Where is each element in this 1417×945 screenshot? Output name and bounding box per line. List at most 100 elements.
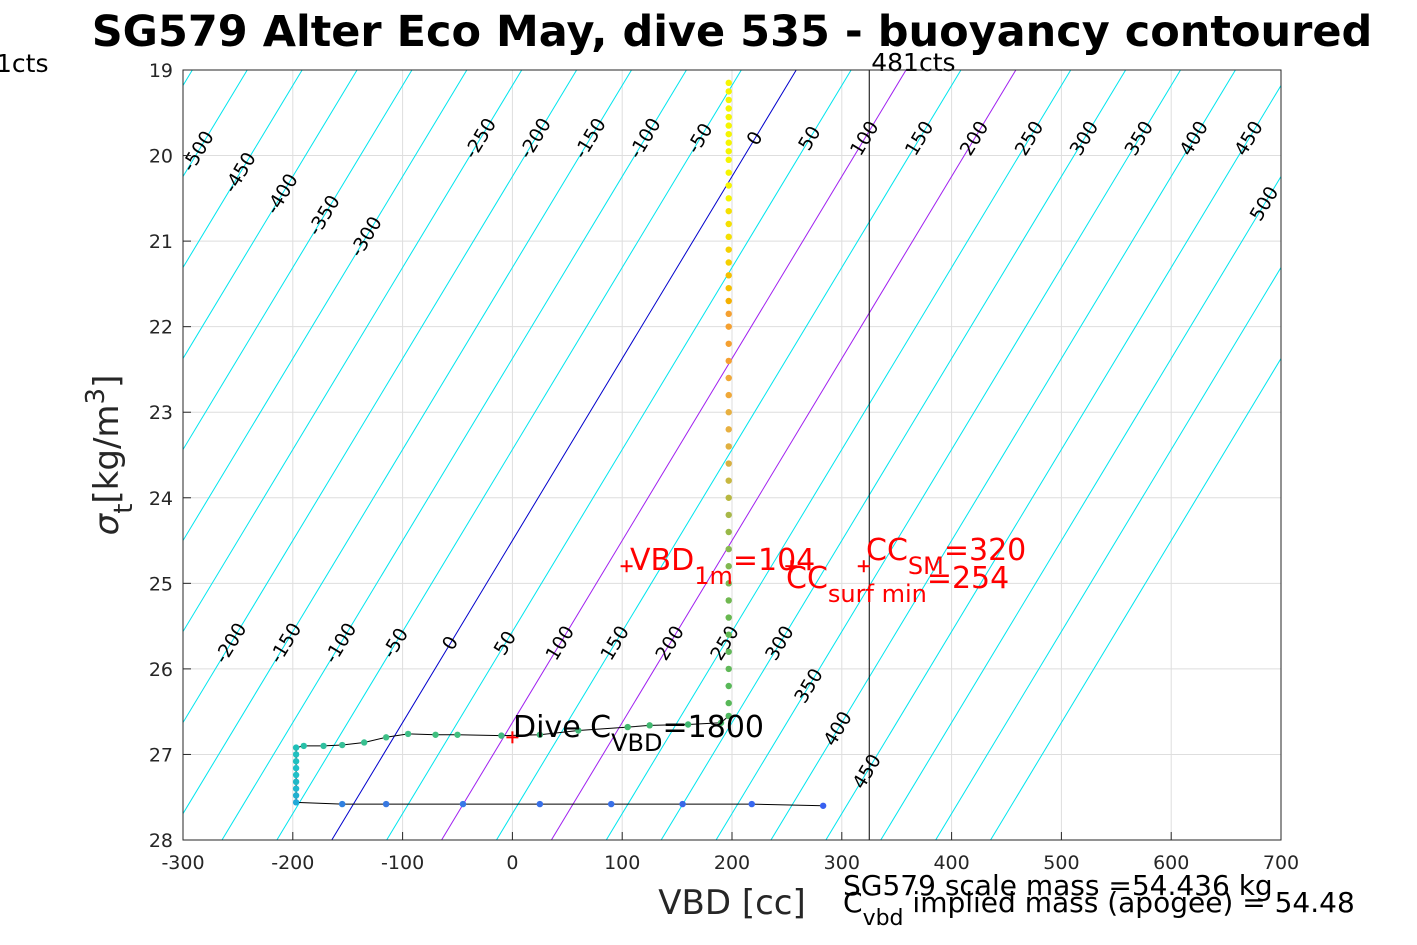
data-point: [608, 800, 615, 808]
data-point: [679, 800, 686, 808]
implied-mass-rest: implied mass (apogee) = 54.48: [904, 886, 1355, 919]
data-point: [725, 195, 732, 202]
data-point: [725, 357, 732, 365]
data-point: [292, 764, 300, 772]
y-axis-label: σt[kg/m3]: [81, 375, 139, 536]
y-tick-label: 19: [149, 60, 173, 82]
data-point: [432, 731, 439, 738]
x-tick-label: 600: [1153, 852, 1189, 874]
y-tick-label: 26: [149, 659, 173, 681]
y-tick-label: 25: [149, 573, 173, 595]
y-tick-label: 27: [149, 744, 173, 766]
contour-line: [183, 70, 303, 269]
contour-line: [440, 70, 907, 840]
contour-line: [183, 70, 468, 542]
data-point: [725, 340, 732, 347]
data-point: [725, 88, 732, 95]
data-point: [382, 734, 390, 741]
data-point: [725, 460, 732, 467]
contour-line: [495, 70, 962, 840]
contour-line: [221, 70, 688, 840]
data-point: [498, 732, 505, 739]
data-point: [725, 597, 732, 604]
implied-mass-main: C: [843, 886, 863, 919]
data-point: [725, 528, 732, 536]
y-tick-label: 22: [149, 317, 173, 339]
vbd1m-main: VBD: [630, 543, 694, 578]
contour-line: [989, 357, 1281, 840]
data-point: [575, 727, 582, 734]
data-point: [725, 130, 732, 138]
vbd1m-sub: 1m: [694, 562, 733, 590]
data-point: [725, 699, 732, 707]
contour-line: [183, 70, 413, 451]
contour-line: [660, 70, 1127, 840]
data-point: [725, 96, 732, 104]
data-point: [725, 409, 732, 416]
contour-line: [715, 70, 1182, 840]
x-tick-label: 100: [604, 852, 640, 874]
data-point: [459, 800, 467, 808]
data-point: [819, 802, 827, 809]
data-point: [725, 259, 732, 266]
data-point: [382, 800, 390, 808]
data-point: [725, 297, 732, 305]
data-point: [339, 800, 346, 808]
data-point: [360, 739, 368, 746]
data-point: [725, 139, 732, 146]
x-tick-label: 500: [1043, 852, 1079, 874]
contour-line: [880, 175, 1281, 840]
x-tick-label: 200: [714, 852, 750, 874]
cc-surf-min-annotation: CCsurf min=254: [786, 561, 1009, 608]
contour-line: [183, 70, 358, 360]
data-point: [725, 323, 732, 330]
contour-line: [331, 70, 797, 840]
data-point: [748, 800, 755, 808]
y-axis-label-unit: [kg/m: [87, 404, 127, 503]
data-point: [725, 122, 732, 129]
data-point: [725, 682, 732, 690]
vertical-reference-lines: 481cts: [868, 48, 956, 840]
contour-line: [183, 70, 578, 724]
data-point: [646, 722, 653, 729]
data-point: [725, 79, 732, 87]
vbd1m-value: =104: [733, 543, 815, 578]
cc-sm-main: CC: [866, 533, 908, 568]
data-point: [725, 207, 732, 215]
y-axis-ticks: 19 20 21 22 23 24 25 26 27 28: [149, 60, 191, 852]
data-point: [725, 443, 732, 450]
data-point: [292, 758, 300, 765]
buoyancy-contours: [183, 70, 1281, 840]
data-point: [725, 665, 732, 673]
vbd1m-annotation: VBD1m=104: [630, 543, 815, 590]
data-point: [684, 721, 692, 728]
x-tick-label: -300: [161, 852, 204, 874]
cc-sm-sub: SM: [908, 552, 944, 580]
chart-title: SG579 Alter Eco May, dive 535 - buoyancy…: [92, 7, 1373, 57]
y-axis-label-main: σ: [87, 512, 127, 535]
data-point: [536, 800, 544, 808]
data-point: [725, 284, 732, 292]
cc-surf-min-sub: surf min: [828, 580, 927, 608]
data-point: [725, 511, 732, 519]
y-tick-label: 24: [149, 488, 173, 510]
left-counts-label: 1cts: [0, 49, 48, 78]
data-point: [725, 563, 732, 570]
x-axis-ticks: -300 -200 -100 0 100 200 300 400 500 600 700: [161, 832, 1299, 874]
data-point: [725, 712, 732, 720]
data-point: [725, 374, 732, 382]
data-point: [725, 545, 732, 553]
scale-mass-text: SG579 scale mass =54.436 kg: [843, 869, 1273, 902]
data-point: [292, 792, 300, 799]
data-point: [292, 744, 300, 751]
contour-line: [770, 70, 1237, 840]
contour-line: [276, 70, 742, 840]
data-point: [725, 156, 732, 164]
data-point: [725, 169, 732, 176]
data-point: [320, 742, 327, 750]
data-point: [536, 731, 544, 738]
y-tick-label: 28: [149, 830, 173, 852]
counts-reference-label: 481cts: [871, 48, 955, 77]
y-tick-label: 23: [149, 402, 173, 424]
x-tick-label: 700: [1263, 852, 1299, 874]
